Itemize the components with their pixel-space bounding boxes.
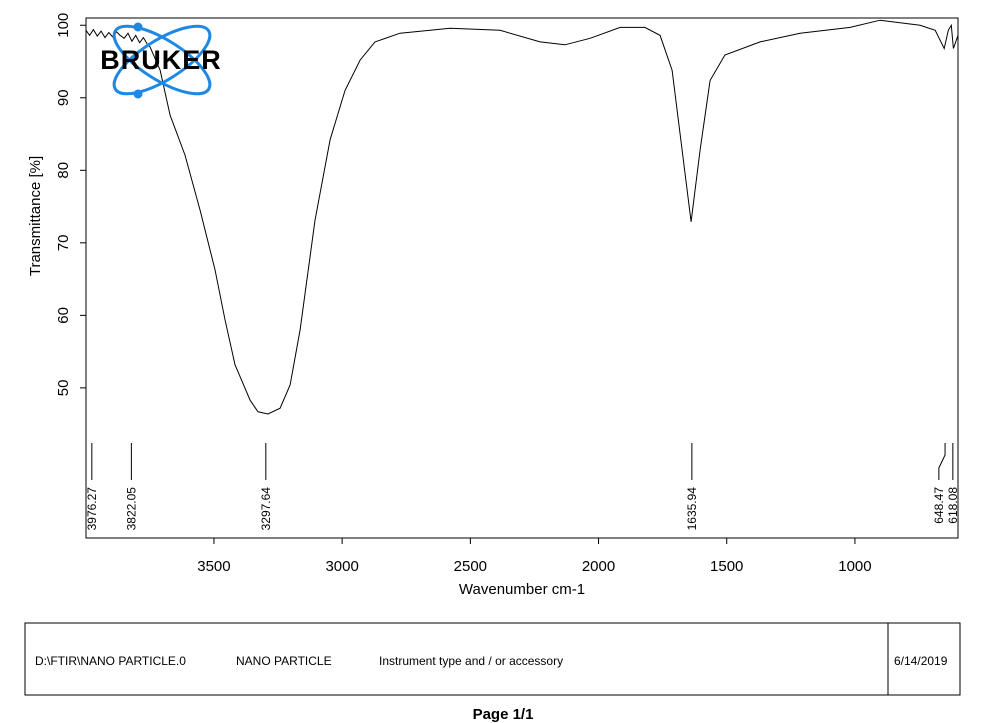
footer-instrument: Instrument type and / or accessory bbox=[379, 654, 563, 668]
peak-marker bbox=[938, 443, 946, 480]
footer-box bbox=[24, 622, 961, 696]
y-tick-label: 60 bbox=[55, 307, 72, 324]
y-tick-label: 70 bbox=[55, 234, 72, 251]
x-axis-title: Wavenumber cm-1 bbox=[459, 581, 585, 598]
footer-file: D:\FTIR\NANO PARTICLE.0 bbox=[35, 654, 186, 668]
logo: BRUKER bbox=[100, 22, 222, 99]
peak-label: 1635.94 bbox=[685, 487, 699, 531]
x-tick-label: 1500 bbox=[710, 558, 743, 575]
x-tick-label: 3000 bbox=[325, 558, 358, 575]
y-tick-label: 80 bbox=[55, 162, 72, 179]
peak-label: 3822.05 bbox=[124, 487, 138, 531]
y-tick-label: 50 bbox=[55, 380, 72, 397]
x-tick-label: 2000 bbox=[582, 558, 615, 575]
logo-text: BRUKER bbox=[100, 45, 222, 75]
logo-dot bbox=[133, 22, 143, 32]
peak-label: 648.47 bbox=[932, 487, 946, 524]
page-number: Page 1/1 bbox=[473, 706, 534, 723]
logo-orbit bbox=[112, 24, 212, 96]
x-tick-label: 1000 bbox=[838, 558, 871, 575]
x-tick-label: 2500 bbox=[454, 558, 487, 575]
spectrum-line bbox=[85, 19, 959, 415]
y-axis-title: Transmittance [%] bbox=[27, 156, 44, 276]
peak-label: 618.08 bbox=[946, 487, 960, 524]
plot: 50 60 70 80 90 100 3500 3000 2500 2000 1500 1000 397… bbox=[55, 13, 960, 575]
peak-label: 3297.64 bbox=[259, 487, 273, 531]
x-tick-label: 3500 bbox=[197, 558, 230, 575]
logo-dot bbox=[133, 89, 143, 99]
peak-label: 3976.27 bbox=[85, 487, 99, 531]
logo-orbit bbox=[112, 24, 212, 96]
plot-frame bbox=[85, 17, 959, 539]
footer-date: 6/14/2019 bbox=[894, 654, 948, 668]
y-tick-label: 100 bbox=[55, 13, 72, 38]
y-tick-label: 90 bbox=[55, 89, 72, 106]
footer-sample: NANO PARTICLE bbox=[236, 654, 332, 668]
